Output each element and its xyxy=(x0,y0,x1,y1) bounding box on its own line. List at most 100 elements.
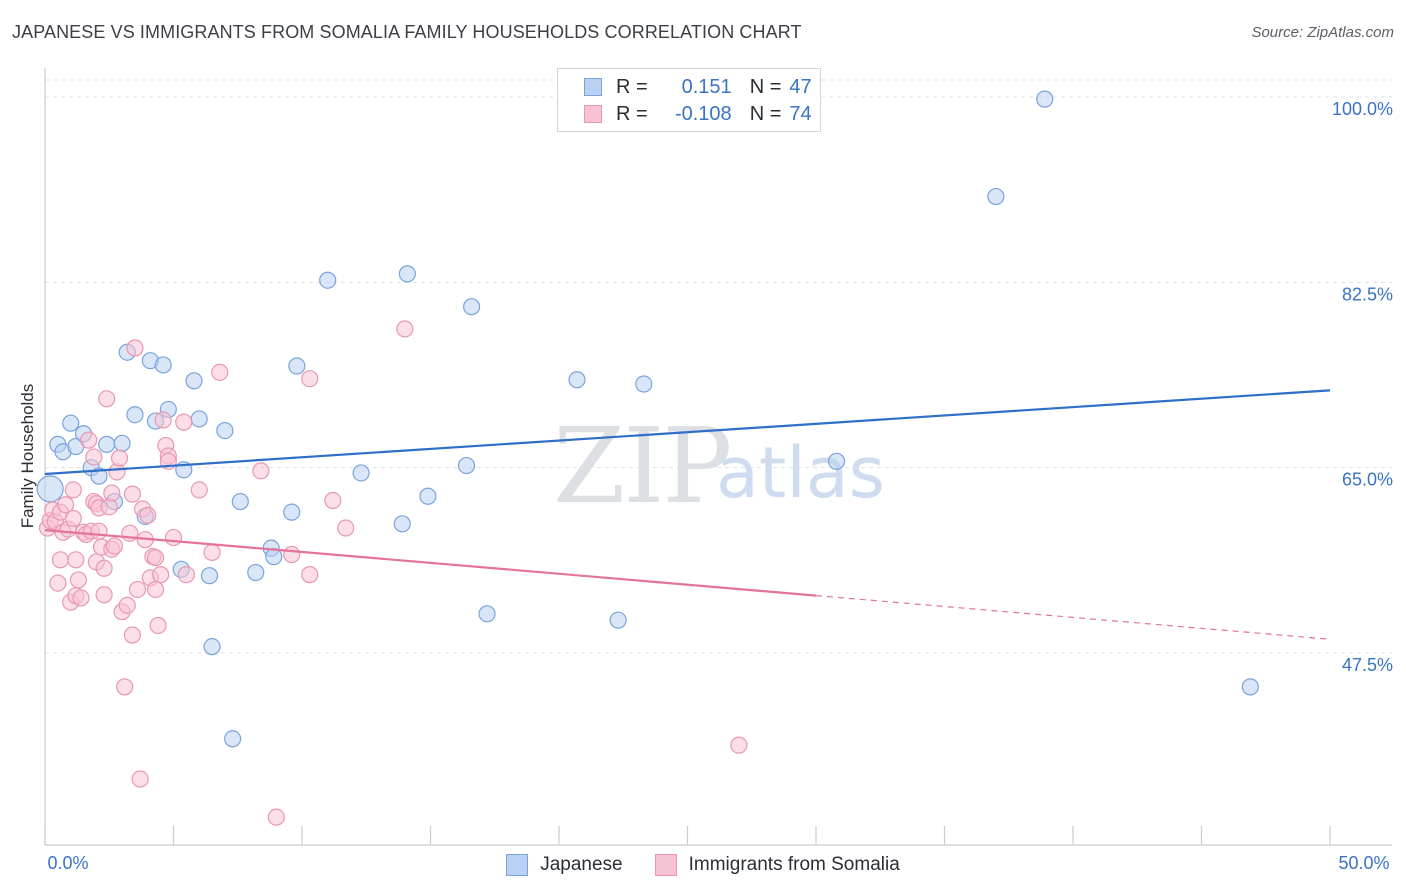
somalia-point xyxy=(131,770,149,788)
japanese-point xyxy=(216,422,234,440)
x-tick-label: 50.0% xyxy=(1338,853,1389,873)
somalia-point xyxy=(64,509,82,528)
y-tick-label: 100.0% xyxy=(1332,99,1393,119)
n-value: 47 xyxy=(789,75,812,98)
somalia-point xyxy=(154,411,172,429)
y-tick-label: 47.5% xyxy=(1342,655,1393,675)
series-legend: Japanese Immigrants from Somalia xyxy=(0,852,1406,878)
japanese-point xyxy=(200,567,219,585)
r-label: R = xyxy=(616,75,648,98)
japanese-point xyxy=(609,611,627,629)
somalia-point xyxy=(175,413,193,431)
somalia-point xyxy=(337,519,355,537)
somalia-point xyxy=(95,586,113,604)
somalia-point xyxy=(283,545,301,564)
somalia-point xyxy=(301,370,319,388)
n-label: N = xyxy=(749,102,782,125)
somalia-point xyxy=(80,431,98,449)
japanese-point xyxy=(154,356,172,374)
japanese-point xyxy=(224,730,242,748)
trend-line-somalia-extrapolated xyxy=(815,595,1331,640)
somalia-point xyxy=(56,496,75,514)
japanese-point xyxy=(185,372,203,390)
somalia-point xyxy=(51,551,70,569)
somalia-point xyxy=(128,580,147,599)
somalia-point xyxy=(123,485,141,503)
somalia-point xyxy=(730,736,748,754)
somalia-point xyxy=(116,678,134,696)
trend-line-somalia xyxy=(44,529,817,597)
y-tick-label: 82.5% xyxy=(1342,284,1393,304)
japanese-point xyxy=(126,406,144,424)
japanese-point xyxy=(319,271,337,289)
legend-item-somalia[interactable]: Immigrants from Somalia xyxy=(654,852,900,878)
somalia-point xyxy=(90,522,108,540)
japanese-swatch xyxy=(506,854,529,876)
japanese-point xyxy=(62,414,80,432)
somalia-point xyxy=(67,551,85,569)
japanese-point xyxy=(457,456,476,475)
japanese-point xyxy=(247,563,265,582)
somalia-point xyxy=(324,491,342,510)
n-label: N = xyxy=(749,75,782,98)
somalia-point xyxy=(152,566,170,584)
japanese-point xyxy=(393,515,411,533)
somalia-point xyxy=(126,339,144,357)
somalia-point xyxy=(49,574,67,592)
r-value: -0.108 xyxy=(674,102,732,125)
japanese-point xyxy=(478,605,496,623)
chart-title: JAPANESE VS IMMIGRANTS FROM SOMALIA FAMI… xyxy=(12,22,802,42)
japanese-point xyxy=(90,467,108,485)
japanese-point xyxy=(288,357,306,375)
somalia-point xyxy=(85,448,103,466)
y-axis-label: Family Households xyxy=(18,383,37,529)
somalia-point xyxy=(110,449,129,467)
japanese-point xyxy=(398,265,416,283)
somalia-point xyxy=(146,580,165,599)
somalia-point xyxy=(105,537,123,555)
japanese-point xyxy=(283,503,301,521)
japanese-point xyxy=(190,410,208,428)
somalia-point xyxy=(139,506,157,524)
japanese-swatch xyxy=(584,78,602,96)
legend-item-japanese[interactable]: Japanese xyxy=(506,852,623,878)
legend-label-japanese: Japanese xyxy=(540,854,623,875)
japanese-point xyxy=(98,435,116,453)
x-tick-label: 0.0% xyxy=(47,853,88,873)
somalia-point xyxy=(177,566,195,584)
japanese-point xyxy=(568,371,586,389)
japanese-point xyxy=(827,452,846,470)
somalia-point xyxy=(301,566,319,584)
somalia-point xyxy=(103,484,121,502)
somalia-point xyxy=(69,571,88,589)
japanese-point xyxy=(1241,678,1259,696)
watermark-zip: ZIP xyxy=(553,405,732,527)
japanese-point xyxy=(203,638,221,656)
japanese-point xyxy=(1036,90,1054,108)
japanese-point xyxy=(987,187,1005,206)
somalia-point xyxy=(190,481,208,499)
legend-row-somalia: R = -0.108 N = 74 xyxy=(584,102,812,126)
somalia-point xyxy=(396,320,414,338)
n-value: 74 xyxy=(789,102,812,125)
somalia-point xyxy=(72,589,90,607)
somalia-point xyxy=(64,481,82,499)
somalia-point xyxy=(252,462,270,480)
legend-row-japanese: R = 0.151 N = 47 xyxy=(584,75,812,99)
r-value: 0.151 xyxy=(681,75,732,98)
japanese-point xyxy=(463,298,481,316)
japanese-point xyxy=(231,492,249,511)
correlation-legend: R = 0.151 N = 47 R = -0.108 N = 74 xyxy=(557,68,821,132)
legend-label-somalia: Immigrants from Somalia xyxy=(688,854,900,875)
watermark-atlas: atlas xyxy=(716,432,886,514)
japanese-point xyxy=(113,434,131,452)
japanese-point xyxy=(36,475,64,503)
source-label: Source: ZipAtlas.com xyxy=(1251,24,1394,41)
japanese-point xyxy=(352,464,370,482)
somalia-point xyxy=(211,363,229,381)
japanese-point xyxy=(635,375,653,393)
somalia-swatch xyxy=(584,105,602,123)
somalia-point xyxy=(95,559,113,577)
somalia-point xyxy=(164,528,183,547)
